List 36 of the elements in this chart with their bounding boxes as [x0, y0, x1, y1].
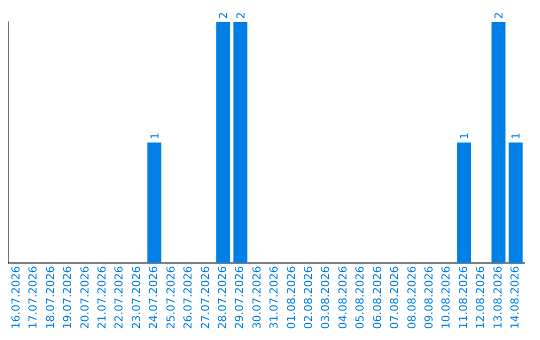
x-tick-label: 11.08.2026 [456, 266, 470, 330]
x-tick-label: 13.08.2026 [491, 266, 504, 330]
x-tick-label: 06.08.2026 [370, 266, 384, 330]
data-label: 2 [217, 12, 230, 19]
x-tick-label: 30.07.2026 [250, 266, 264, 330]
x-tick-label: 22.07.2026 [112, 266, 126, 330]
x-tick-label: 24.07.2026 [147, 266, 160, 330]
x-tick-label: 16.07.2026 [9, 266, 22, 330]
x-tick-label: 20.07.2026 [78, 266, 92, 330]
x-tick-label: 01.08.2026 [284, 266, 298, 330]
x-tick-label: 12.08.2026 [474, 266, 488, 330]
x-tick-label: 08.08.2026 [405, 266, 418, 330]
x-tick-label: 18.07.2026 [44, 266, 57, 330]
data-label: 1 [148, 132, 162, 140]
x-tick-label: 14.08.2026 [508, 266, 522, 330]
data-label: 1 [510, 132, 523, 140]
x-tick-label: 31.07.2026 [268, 266, 281, 330]
x-tick-label: 03.08.2026 [319, 266, 332, 330]
x-tick-label: 09.08.2026 [422, 266, 436, 330]
x-tick-label: 17.07.2026 [26, 266, 40, 330]
data-label: 2 [492, 12, 506, 19]
x-tick-label: 05.08.2026 [354, 266, 367, 330]
data-label: 1 [458, 132, 472, 140]
x-tick-label: 23.07.2026 [130, 266, 143, 330]
x-tick-label: 02.08.2026 [302, 266, 316, 330]
data-label: 2 [234, 12, 248, 19]
x-tick-label: 07.08.2026 [388, 266, 402, 330]
x-tick-label: 26.07.2026 [182, 266, 195, 330]
x-tick-label: 10.08.2026 [440, 266, 453, 330]
x-tick-label: 19.07.2026 [61, 266, 74, 330]
x-tick-label: 21.07.2026 [96, 266, 109, 330]
x-tick-label: 28.07.2026 [216, 266, 229, 330]
x-tick-label: 27.07.2026 [198, 266, 212, 330]
x-tick-label: 04.08.2026 [336, 266, 350, 330]
x-tick-label: 29.07.2026 [233, 266, 246, 330]
x-tick-label: 25.07.2026 [164, 266, 178, 330]
